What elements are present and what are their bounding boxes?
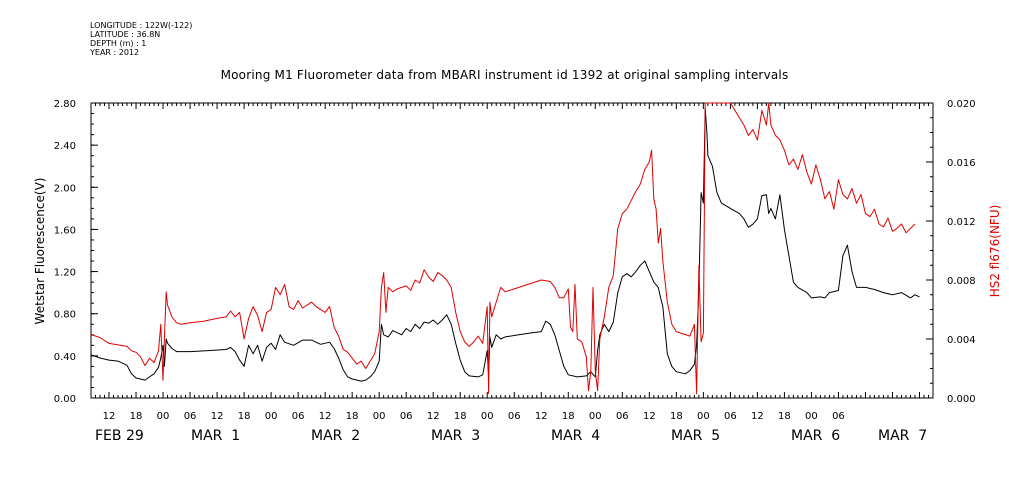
- right-y-tick-label: 0.008: [947, 276, 976, 287]
- right-y-tick-label: 0.004: [947, 335, 976, 346]
- data-series: [90, 102, 920, 395]
- left-y-tick-label: 0.00: [54, 394, 76, 405]
- x-day-label: MAR 3: [431, 428, 480, 444]
- meta-latitude: LATITUDE : 36.8N: [90, 30, 161, 39]
- left-y-tick-labels: 0.00 0.40 0.80 1.20 1.60 2.00 2.40 2.80: [54, 99, 76, 405]
- x-hour-tick-label: 18: [454, 411, 467, 422]
- x-hour-tick-label: 12: [643, 411, 656, 422]
- x-day-label: FEB 29: [95, 428, 144, 444]
- x-hour-tick-label: 06: [400, 411, 413, 422]
- meta-year: YEAR : 2012: [90, 48, 140, 57]
- x-hour-tick-label: 00: [805, 411, 818, 422]
- x-hour-tick-label: 06: [724, 411, 737, 422]
- x-hour-tick-label: 00: [697, 411, 710, 422]
- x-hour-tick-label: 18: [562, 411, 575, 422]
- x-hour-tick-label: 06: [616, 411, 629, 422]
- x-hour-tick-label: 12: [751, 411, 764, 422]
- left-y-tick-label: 0.40: [54, 352, 76, 363]
- x-hour-tick-label: 06: [832, 411, 845, 422]
- x-hour-tick-label: 06: [292, 411, 305, 422]
- x-hour-tick-label: 12: [211, 411, 224, 422]
- x-hour-tick-label: 18: [346, 411, 359, 422]
- x-hour-tick-label: 06: [184, 411, 197, 422]
- x-day-label: MAR 1: [191, 428, 240, 444]
- x-hour-tick-label: 18: [778, 411, 791, 422]
- x-hour-tick-label: 06: [508, 411, 521, 422]
- right-y-tick-label: 0.020: [947, 99, 976, 110]
- left-y-tick-label: 1.20: [54, 268, 76, 279]
- x-day-label: MAR 7: [878, 428, 927, 444]
- x-day-labels: FEB 29 MAR 1 MAR 2 MAR 3 MAR 4 MAR 5 MAR 6 MAR …: [95, 428, 927, 444]
- x-hour-tick-label: 00: [373, 411, 386, 422]
- x-hour-tick-label: 12: [103, 411, 116, 422]
- left-y-tick-label: 2.00: [54, 183, 76, 194]
- x-day-label: MAR 6: [791, 428, 840, 444]
- right-y-axis-label: HS2 fl676(NFU): [988, 205, 1002, 298]
- x-hour-tick-label: 12: [319, 411, 332, 422]
- x-hour-tick-labels: 12 18 00 06 12 18 00 06 12 18 00 06 12 18 00 06 12 18 00 06…: [103, 411, 845, 422]
- x-hour-tick-label: 18: [238, 411, 251, 422]
- series-line-hs2-fl676: [90, 102, 916, 395]
- axis-ticks: [90, 102, 934, 399]
- left-y-tick-label: 0.80: [54, 310, 76, 321]
- x-hour-tick-label: 18: [130, 411, 143, 422]
- meta-depth: DEPTH (m) : 1: [90, 39, 147, 48]
- right-y-tick-label: 0.016: [947, 158, 976, 169]
- left-y-tick-label: 2.80: [54, 99, 76, 110]
- x-day-label: MAR 4: [551, 428, 600, 444]
- x-hour-tick-label: 00: [481, 411, 494, 422]
- right-y-tick-label: 0.012: [947, 217, 976, 228]
- x-hour-tick-label: 18: [670, 411, 683, 422]
- meta-longitude: LONGITUDE : 122W(-122): [90, 21, 193, 30]
- x-hour-tick-label: 00: [157, 411, 170, 422]
- x-hour-tick-label: 00: [589, 411, 602, 422]
- right-y-tick-labels: 0.000 0.004 0.008 0.012 0.016 0.020: [947, 99, 976, 405]
- left-y-axis-label: Wetstar Fluorescence(V): [33, 178, 47, 325]
- x-day-label: MAR 2: [311, 428, 360, 444]
- chart-title: Mooring M1 Fluorometer data from MBARI i…: [220, 68, 789, 82]
- right-y-tick-label: 0.000: [947, 394, 976, 405]
- x-hour-tick-label: 12: [427, 411, 440, 422]
- x-hour-tick-label: 00: [265, 411, 278, 422]
- left-y-tick-label: 1.60: [54, 225, 76, 236]
- left-y-tick-label: 2.40: [54, 141, 76, 152]
- plot-frame: [90, 102, 934, 399]
- metadata-block: LONGITUDE : 122W(-122) LATITUDE : 36.8N …: [90, 21, 192, 57]
- x-day-label: MAR 5: [671, 428, 720, 444]
- x-hour-tick-label: 12: [535, 411, 548, 422]
- series-line-wetstar: [90, 107, 920, 382]
